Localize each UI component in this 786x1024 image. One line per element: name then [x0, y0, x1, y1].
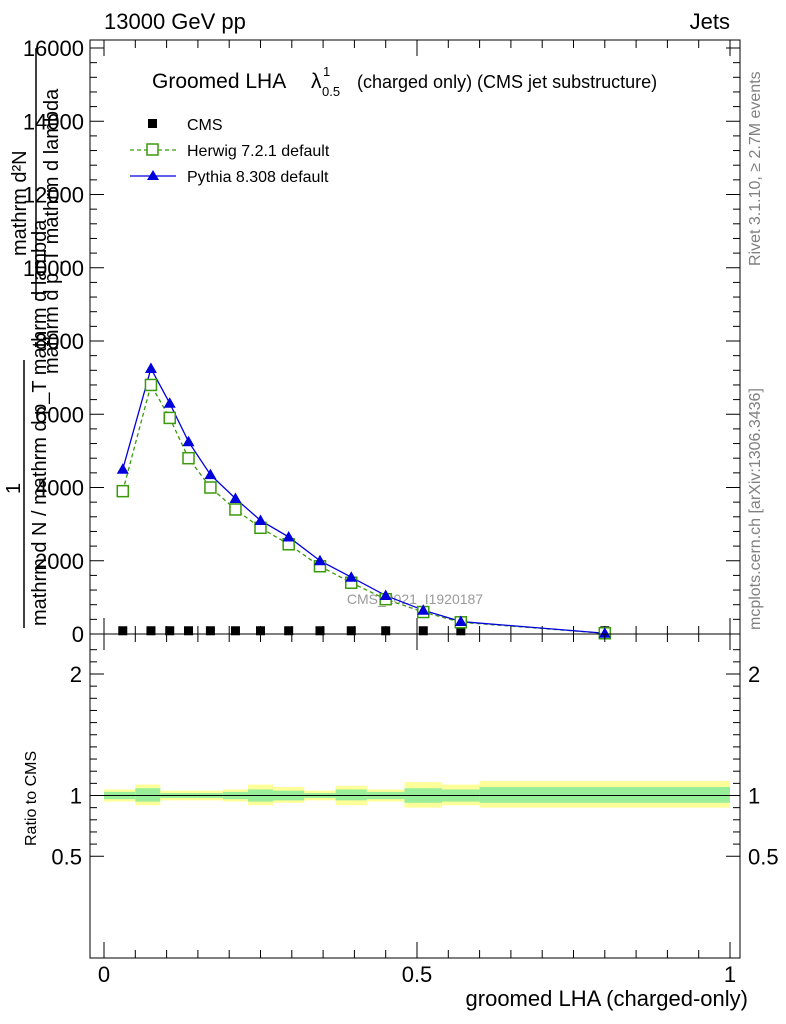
herwig-point — [163, 411, 176, 425]
legend-pythia-label: Pythia 8.308 default — [187, 169, 329, 186]
herwig-point — [182, 451, 195, 465]
pythia-point — [204, 468, 217, 480]
side-label-mcplots: mcplots.cern.ch [arXiv:1306.3436] — [747, 388, 764, 630]
herwig-point — [229, 503, 242, 516]
pythia-point — [345, 571, 358, 582]
pythia-point — [379, 589, 392, 601]
ratio-band-inner — [135, 788, 161, 802]
legend: CMS Herwig 7.2.1 default Pythia 8.308 de… — [130, 117, 330, 186]
ratio-x-ticks: 0 0.5 1 — [98, 634, 736, 987]
ratio-y-axis-label: Ratio to CMS — [23, 751, 40, 846]
cms-point — [118, 626, 128, 636]
ratio-band-inner — [335, 789, 367, 801]
y-label-lower-den: mathrm d N / mathrm d p_T mathrm d lambd… — [29, 219, 51, 626]
cms-point — [165, 626, 175, 636]
y-tick-label: 16000 — [23, 36, 84, 61]
herwig-point — [144, 378, 158, 392]
y-tick-label: 8000 — [35, 329, 84, 354]
legend-pythia-marker — [147, 170, 159, 180]
side-label-rivet: Rivet 3.1.10, ≥ 2.7M events — [747, 71, 764, 266]
plot-title-sub: 0.5 — [322, 84, 340, 99]
main-plot: 0 2000 4000 6000 8000 10000 12000 14000 16000 CM… — [23, 36, 741, 647]
y-label-upper-num: mathrm d²N — [9, 150, 31, 256]
cms-point — [205, 626, 215, 636]
pythia-point — [598, 627, 611, 638]
y-tick-label: 14000 — [23, 109, 84, 134]
y-label-frac-num: 1 — [3, 483, 25, 494]
ratio-band-inner — [479, 786, 730, 803]
legend-item-pythia: Pythia 8.308 default — [130, 169, 329, 186]
cms-point — [256, 626, 265, 636]
ratio-y-tick-label: 0.5 — [51, 844, 82, 869]
y-tick-label: 4000 — [35, 476, 84, 501]
main-y-ticks: 0 2000 4000 6000 8000 10000 12000 14000 16000 — [23, 36, 740, 647]
y-tick-label: 2000 — [35, 549, 84, 574]
ratio-y-tick-label: 1 — [70, 784, 82, 809]
pythia-point — [144, 362, 157, 373]
plot-title-main: Groomed LHA — [152, 70, 286, 93]
legend-cms-label: CMS — [187, 117, 223, 134]
pythia-point — [454, 615, 467, 627]
header-right: Jets — [690, 9, 730, 34]
watermark: CMS_2021_I1920187 — [347, 591, 483, 607]
pythia-point — [229, 492, 242, 503]
cms-point — [184, 626, 194, 636]
herwig-point — [116, 484, 130, 498]
ratio-y-tick-label-right: 0.5 — [748, 844, 779, 869]
pythia-point — [182, 435, 195, 447]
x-tick-label: 1 — [724, 962, 736, 987]
cms-point — [230, 626, 240, 636]
series-layer — [116, 362, 612, 640]
cms-point — [284, 626, 294, 636]
x-tick-label: 0.5 — [402, 962, 433, 987]
main-y-axis-label: mathrm d²N mathrm d p_T mathrm d lambda … — [3, 48, 63, 628]
herwig-line — [122, 383, 605, 634]
header-left: 13000 GeV pp — [104, 9, 246, 34]
plot-title-lambda: λ — [311, 70, 322, 93]
y-tick-label: 10000 — [23, 256, 84, 281]
pythia-line — [122, 366, 605, 634]
ratio-y-tick-label: 2 — [70, 662, 82, 687]
legend-herwig-label: Herwig 7.2.1 default — [187, 143, 330, 160]
legend-item-cms: CMS — [148, 117, 223, 134]
legend-herwig-marker — [146, 143, 159, 156]
pythia-point — [313, 554, 326, 566]
x-axis-label: groomed LHA (charged-only) — [466, 986, 748, 1011]
pythia-point — [163, 397, 176, 408]
ratio-y-ticks: 0.5 0.5 1 1 2 2 — [51, 649, 779, 869]
cms-point — [418, 626, 428, 636]
cms-point — [381, 626, 391, 636]
y-tick-label: 0 — [72, 622, 84, 647]
pythia-point — [254, 514, 267, 525]
x-tick-label: 0 — [98, 962, 110, 987]
cms-point — [146, 626, 156, 636]
cms-point — [346, 626, 356, 636]
ratio-y-tick-label-right: 1 — [748, 784, 760, 809]
ratio-plot: 0.5 0.51 12 2 0 0.5 1 Ratio to CMS — [23, 633, 779, 987]
pythia-point — [417, 604, 430, 615]
pythia-point — [282, 530, 295, 542]
ratio-band-layer — [104, 780, 730, 808]
plot-title-sup: 1 — [323, 64, 330, 79]
cms-point — [456, 626, 466, 636]
plot-title-rest: (charged only) (CMS jet substructure) — [357, 72, 657, 92]
legend-cms-marker — [148, 119, 157, 128]
herwig-point — [204, 481, 217, 494]
y-label-upper-den: mathrm d p_T mathrm d lambda — [41, 88, 63, 374]
ratio-y-tick-label-right: 2 — [748, 662, 760, 687]
legend-item-herwig: Herwig 7.2.1 default — [130, 143, 330, 160]
cms-point — [315, 626, 325, 636]
y-tick-label: 12000 — [23, 183, 84, 208]
y-tick-label: 6000 — [35, 402, 84, 427]
pythia-point — [116, 463, 129, 474]
